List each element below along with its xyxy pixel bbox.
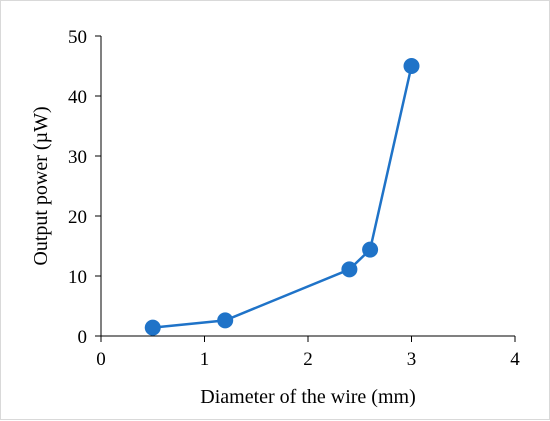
y-tick-label-3: 30 bbox=[68, 147, 87, 168]
y-tick-label-1: 10 bbox=[68, 267, 87, 288]
y-tick-label-2: 20 bbox=[68, 207, 87, 228]
data-point-0-2 bbox=[341, 261, 358, 278]
data-point-0-1 bbox=[217, 312, 234, 329]
y-ticks: 0 10 20 30 40 50 bbox=[68, 27, 101, 348]
y-tick-label-4: 40 bbox=[68, 87, 87, 108]
x-tick-label-0: 0 bbox=[96, 349, 106, 370]
axes bbox=[100, 36, 515, 337]
x-ticks: 0 1 2 3 4 bbox=[96, 336, 520, 370]
y-tick-label-0: 0 bbox=[78, 327, 88, 348]
data-point-0-3 bbox=[362, 241, 379, 258]
y-axis-title: Output power (µW) bbox=[30, 106, 52, 265]
y-tick-label-5: 50 bbox=[68, 27, 87, 48]
x-tick-label-2: 2 bbox=[303, 349, 313, 370]
data-point-0-0 bbox=[144, 319, 161, 336]
x-tick-label-4: 4 bbox=[510, 349, 520, 370]
data-point-0-4 bbox=[403, 58, 420, 74]
x-axis-title: Diameter of the wire (mm) bbox=[200, 386, 415, 408]
series-layer bbox=[144, 58, 420, 336]
x-tick-label-1: 1 bbox=[200, 349, 210, 370]
x-tick-label-3: 3 bbox=[407, 349, 417, 370]
series-line-0 bbox=[152, 65, 413, 329]
